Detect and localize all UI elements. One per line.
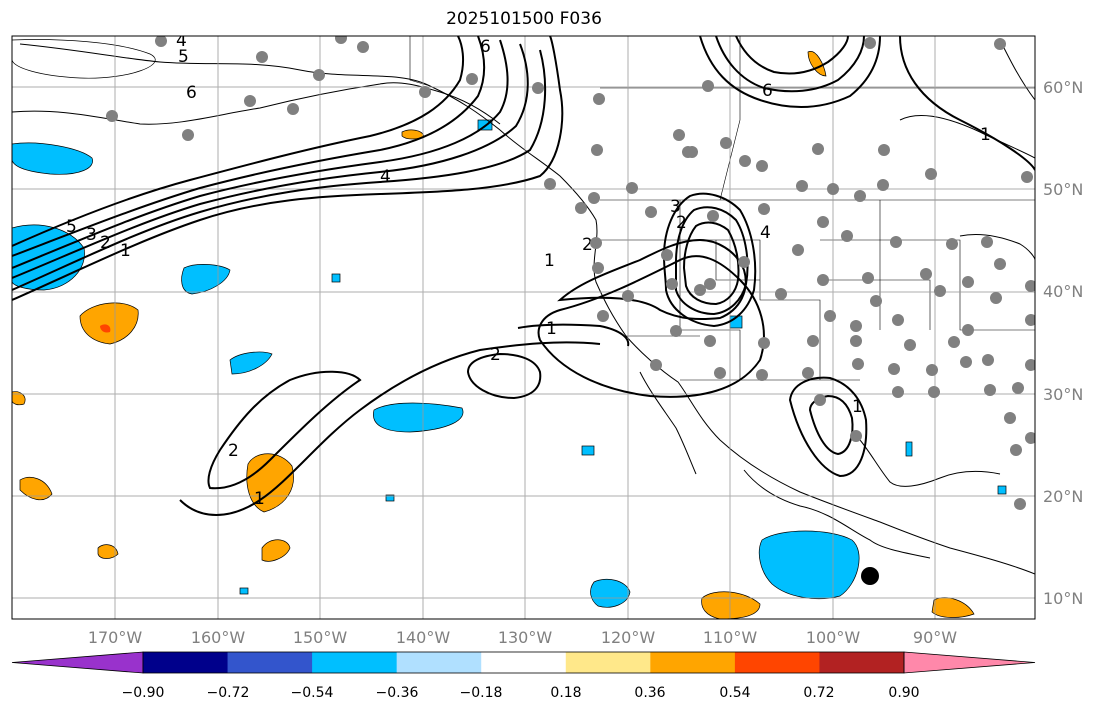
contour-label: 6 xyxy=(480,37,491,57)
colorbar-tick-label: 0.90 xyxy=(888,685,919,701)
colorbar-tick-label: −0.90 xyxy=(122,685,165,701)
colorbar-ticks: −0.90 −0.72 −0.54 −0.36 −0.18 0.18 0.36 … xyxy=(122,685,920,701)
lon-label: 160°W xyxy=(191,628,246,647)
colorbar-segment xyxy=(481,652,567,673)
contour-label: 1 xyxy=(120,241,131,261)
colorbar-segment xyxy=(312,652,398,673)
colorbar-tick-label: 0.72 xyxy=(803,685,834,701)
contour-label: 4 xyxy=(760,223,771,243)
contour-label: 1 xyxy=(544,251,555,271)
colorbar-segment xyxy=(143,652,229,673)
colorbar-tick-label: −0.72 xyxy=(207,685,250,701)
contour-label: 4 xyxy=(176,31,187,51)
lon-label: 100°W xyxy=(806,628,861,647)
colorbar-tick-label: 0.18 xyxy=(550,685,581,701)
lat-label: 50°N xyxy=(1043,180,1083,199)
colorbar-segment xyxy=(819,652,905,673)
lon-label: 90°W xyxy=(913,628,957,647)
contour-label: 6 xyxy=(186,83,197,103)
lon-label: 120°W xyxy=(601,628,656,647)
contour-label: 5 xyxy=(178,47,189,67)
contour-label: 5 xyxy=(66,217,77,237)
contour-label: 2 xyxy=(676,213,687,233)
political-borders xyxy=(409,36,1035,381)
lat-label: 60°N xyxy=(1043,78,1083,97)
contour-label: 6 xyxy=(762,81,773,101)
colorbar-tick-label: 0.36 xyxy=(634,685,665,701)
colorbar-segment xyxy=(565,652,651,673)
colorbar xyxy=(11,651,1036,674)
graticule xyxy=(12,36,1035,619)
colorbar-frame xyxy=(142,651,905,674)
lat-label: 20°N xyxy=(1043,487,1083,506)
contour-label: 2 xyxy=(228,441,239,461)
contour-label: 1 xyxy=(980,125,991,145)
contour-label: 1 xyxy=(254,489,265,509)
longitude-axis: 170°W 160°W 150°W 140°W 130°W 120°W 110°… xyxy=(88,628,957,647)
contour-label: 2 xyxy=(490,345,501,365)
colorbar-tick-label: −0.36 xyxy=(376,685,419,701)
colorbar-segment xyxy=(396,652,482,673)
colorbar-segment xyxy=(650,652,736,673)
map-title: 2025101500 F036 xyxy=(446,9,602,29)
contour-label: 3 xyxy=(670,197,681,217)
contour-label: 4 xyxy=(380,167,391,187)
map-frame xyxy=(11,35,1036,620)
colorbar-tick-label: −0.54 xyxy=(291,685,334,701)
lon-label: 130°W xyxy=(498,628,553,647)
lon-label: 140°W xyxy=(396,628,451,647)
colorbar-segment xyxy=(227,652,313,673)
lon-label: 110°W xyxy=(703,628,758,647)
strong-positive-fills xyxy=(100,324,111,333)
negative-anomaly-fills xyxy=(12,39,1007,608)
colorbar-extension-low xyxy=(11,651,144,674)
colorbar-tick-label: −0.18 xyxy=(460,685,503,701)
colorbar-segment xyxy=(734,652,820,673)
contour-label: 2 xyxy=(100,233,111,253)
lat-label: 30°N xyxy=(1043,385,1083,404)
latitude-axis: 60°N 50°N 40°N 30°N 20°N 10°N xyxy=(1043,78,1083,608)
lon-label: 170°W xyxy=(88,628,143,647)
colorbar-tick-label: 0.54 xyxy=(719,685,750,701)
contour-label-group: 1 2 3 4 5 6 2 1 1 2 2 1 2 3 4 6 5 4 6 1 … xyxy=(66,31,991,509)
station-dots xyxy=(106,36,1035,510)
contour-label: 1 xyxy=(852,397,863,417)
lat-label: 10°N xyxy=(1043,589,1083,608)
map-panel: 1 2 3 4 5 6 2 1 1 2 2 1 2 3 4 6 5 4 6 1 … xyxy=(12,31,1035,619)
lat-label: 40°N xyxy=(1043,282,1083,301)
contour-label: 3 xyxy=(86,225,97,245)
colorbar-extension-high xyxy=(903,651,1036,674)
contour-label: 2 xyxy=(582,235,593,255)
event-marker xyxy=(861,567,879,585)
lon-label: 150°W xyxy=(293,628,348,647)
contour-label: 1 xyxy=(546,319,557,339)
